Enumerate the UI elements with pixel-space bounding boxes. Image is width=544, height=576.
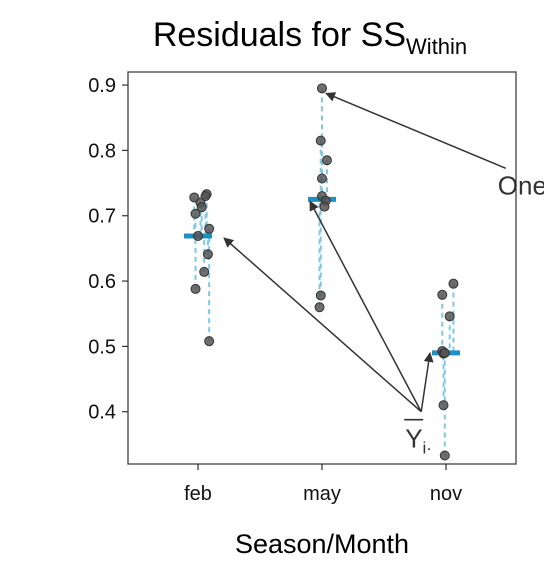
y-tick-label: 0.4 [88, 402, 116, 424]
y-tick-label: 0.9 [88, 75, 116, 97]
arrow-to-mean-feb [223, 237, 422, 413]
data-point [193, 230, 203, 241]
data-point [438, 400, 449, 411]
annotation-arrows [223, 92, 507, 413]
data-point [315, 135, 326, 146]
data-point [190, 208, 201, 219]
observation-annotation-label: One of Yij [498, 170, 544, 205]
data-point [196, 202, 207, 213]
data-point [317, 173, 327, 184]
data-points [189, 83, 459, 461]
data-point [319, 201, 330, 212]
data-point [200, 191, 211, 202]
y-tick-label: 0.5 [88, 336, 116, 358]
group-mean-label: Yi· [405, 424, 432, 458]
data-point [448, 278, 459, 289]
data-point [444, 311, 455, 322]
chart-title: Residuals for SSWithin [153, 16, 467, 59]
y-tick-label: 0.7 [88, 206, 116, 228]
data-point [314, 302, 325, 313]
group-mean-bars [184, 196, 460, 356]
x-axis-title: Season/Month [235, 529, 409, 559]
y-tick-label: 0.8 [88, 140, 116, 162]
plot-panel [127, 71, 517, 465]
x-axis: feb may nov [184, 464, 462, 505]
data-point [190, 283, 201, 294]
arrow-to-observation [325, 92, 507, 169]
data-point [321, 155, 332, 166]
data-point [437, 289, 448, 300]
data-point [317, 83, 327, 94]
data-point [202, 249, 213, 260]
data-point [199, 266, 210, 277]
arrow-to-mean-may [309, 200, 422, 413]
group-mean-annotation: Yi· [404, 418, 432, 458]
data-point [315, 290, 326, 301]
data-point [204, 223, 215, 234]
x-tick-label-nov: nov [430, 483, 462, 505]
x-tick-label-feb: feb [184, 483, 212, 505]
arrow-to-mean-nov [420, 351, 434, 412]
data-point [439, 347, 450, 358]
y-tick-label: 0.6 [88, 271, 116, 293]
x-tick-label-may: may [303, 483, 341, 505]
data-point [204, 336, 215, 347]
data-point [439, 450, 450, 461]
y-axis: 0.4 0.5 0.6 0.7 0.8 0.9 [88, 75, 128, 424]
